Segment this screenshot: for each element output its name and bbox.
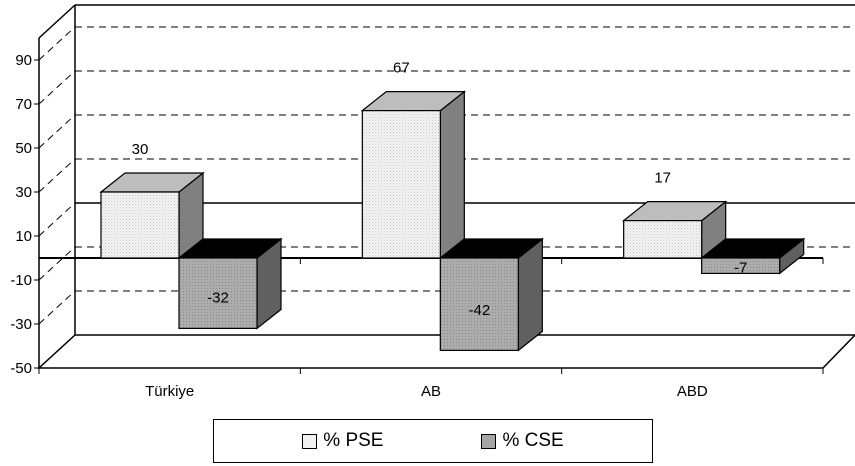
bar-ABD-1 [699, 237, 806, 275]
legend-label-cse: % CSE [502, 430, 564, 451]
side-gridline [38, 202, 76, 237]
data-label: 17 [654, 170, 671, 187]
data-label: 30 [132, 141, 149, 158]
y-tick-label: 90 [15, 52, 32, 69]
bar-AB-1 [438, 237, 545, 352]
x-tick-label: Türkiye [145, 383, 194, 400]
y-tick-label: -50 [10, 360, 32, 377]
legend-label-pse: % PSE [323, 430, 384, 451]
y-tick-label: 30 [15, 184, 32, 201]
side-gridline [38, 26, 76, 61]
bar-front-face [701, 257, 781, 274]
data-label: -42 [468, 302, 490, 319]
chart-legend: % PSE % CSE [213, 419, 653, 463]
side-gridline [38, 290, 76, 325]
bar-front-face [623, 220, 703, 259]
legend-item-pse: % PSE [302, 430, 383, 452]
side-gridline [38, 246, 76, 281]
bar-Türkiye-1 [177, 237, 283, 330]
x-tick-label: ABD [677, 383, 708, 400]
legend-item-cse: % CSE [481, 430, 564, 452]
side-gridline [38, 114, 76, 149]
bar-AB-0 [360, 90, 467, 260]
x-tick-label: AB [421, 383, 441, 400]
legend-swatch-cse [481, 433, 497, 449]
y-tick-label: 50 [15, 140, 32, 157]
bar-ABD-0 [621, 200, 728, 260]
side-gridline [38, 70, 76, 105]
bar-Türkiye-0 [99, 171, 205, 260]
legend-swatch-pse [302, 433, 318, 449]
y-tick-label: -10 [10, 272, 32, 289]
data-label: -32 [207, 290, 229, 307]
bar-front-face [361, 109, 441, 259]
bar-front-face [178, 257, 258, 330]
data-label: -7 [734, 259, 747, 276]
side-gridline [38, 158, 76, 193]
bar-front-face [439, 257, 519, 352]
bar-side-face [439, 90, 465, 260]
y-tick-label: 70 [15, 96, 32, 113]
y-tick-label: 10 [15, 228, 32, 245]
side-wall-top-edge [38, 4, 76, 39]
bar-front-face [100, 191, 180, 259]
data-label: 67 [393, 60, 410, 77]
y-tick-label: -30 [10, 316, 32, 333]
